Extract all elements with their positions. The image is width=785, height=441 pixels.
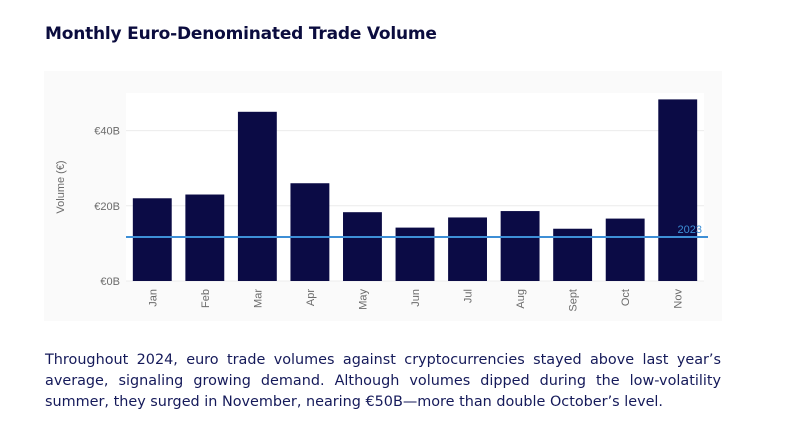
x-tick-label: Apr	[305, 289, 317, 306]
bar-jul	[448, 217, 487, 281]
bar-mar	[237, 111, 277, 281]
x-tick-label: Sept	[568, 289, 580, 312]
y-axis-label: Volume (€)	[55, 160, 67, 213]
x-tick-label: Mar	[252, 289, 264, 308]
x-tick-label: Feb	[200, 289, 212, 308]
y-tick-label: €0B	[100, 276, 120, 288]
y-tick-label: €40B	[94, 126, 120, 138]
bar-jan	[132, 198, 172, 281]
x-tick-label: Aug	[515, 289, 527, 309]
chart-title: Monthly Euro-Denominated Trade Volume	[45, 24, 437, 44]
x-tick-label: Oct	[620, 289, 632, 306]
reference-line-label: 2023	[678, 224, 702, 236]
x-tick-label: Jul	[463, 289, 475, 303]
summary-paragraph: Throughout 2024, euro trade volumes agai…	[45, 352, 721, 410]
y-tick-label: €20B	[94, 201, 120, 213]
bar-chart: €0B €20B €40B Volume (€) Jan Feb Mar Apr May Jun J…	[44, 71, 722, 321]
bar-oct	[605, 218, 645, 281]
bar-jun	[395, 227, 435, 281]
x-tick-label: May	[357, 289, 369, 310]
x-tick-label: Jun	[410, 289, 422, 307]
x-tick-label: Jan	[147, 289, 159, 307]
bar-aug	[500, 211, 540, 281]
bar-apr	[290, 183, 330, 281]
bar-nov	[658, 99, 698, 281]
bar-may	[343, 212, 382, 281]
bar-chart-svg: €0B €20B €40B Volume (€) Jan Feb Mar Apr May Jun J…	[55, 93, 708, 312]
x-tick-label: Nov	[673, 289, 685, 309]
